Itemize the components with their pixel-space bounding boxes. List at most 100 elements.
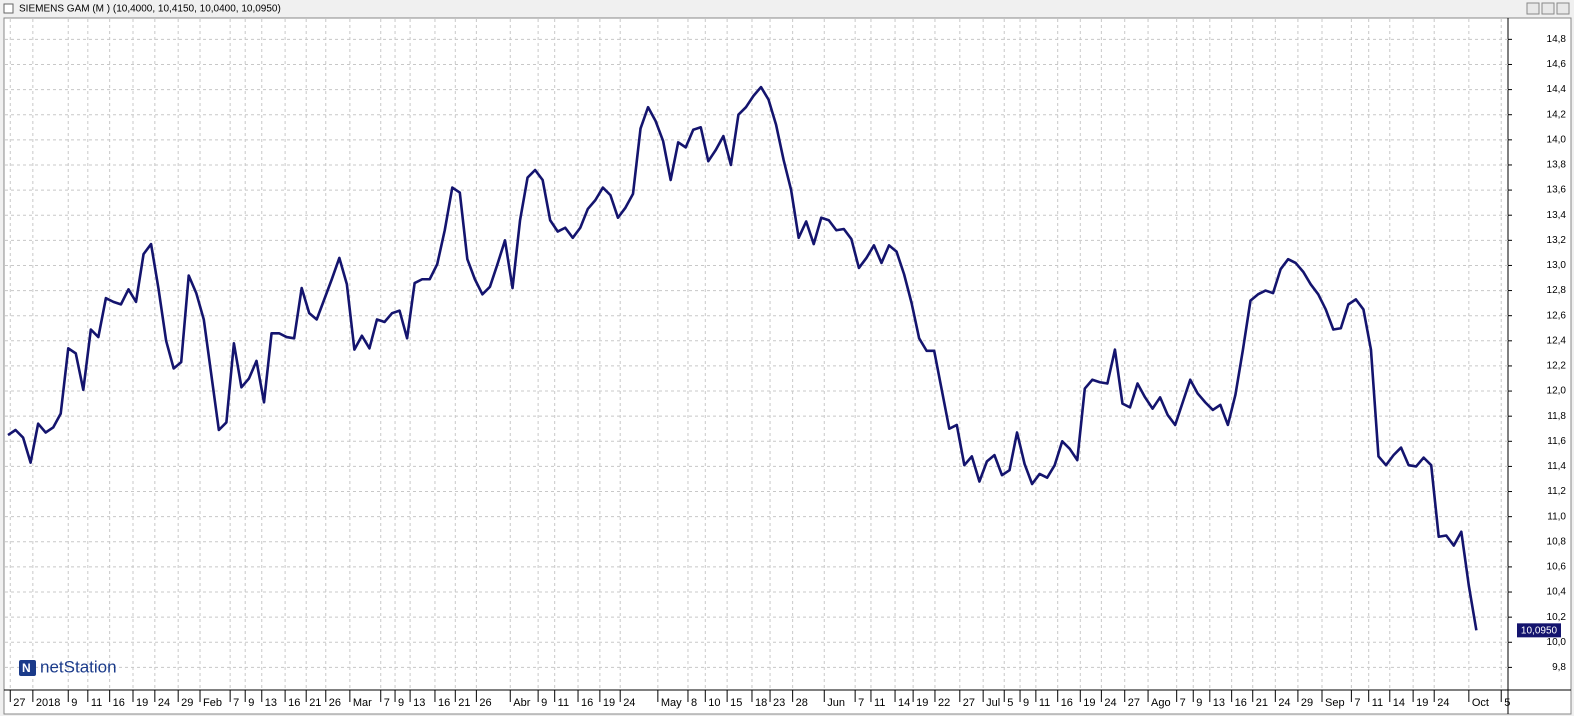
x-tick-label: May bbox=[661, 697, 682, 709]
x-tick-label: 9 bbox=[1196, 697, 1202, 709]
x-tick-label: 24 bbox=[1278, 697, 1290, 709]
y-tick-label: 13,8 bbox=[1547, 160, 1567, 171]
x-tick-label: 24 bbox=[1437, 697, 1449, 709]
window-icon[interactable] bbox=[3, 3, 14, 14]
title-bar bbox=[0, 0, 1574, 17]
x-tick-label: Jun bbox=[827, 697, 845, 709]
x-tick-label: 21 bbox=[309, 697, 321, 709]
x-tick-label: 22 bbox=[938, 697, 950, 709]
x-tick-label: 2018 bbox=[36, 697, 60, 709]
minimize-button[interactable] bbox=[1526, 2, 1540, 15]
y-tick-label: 12,2 bbox=[1547, 361, 1567, 372]
y-tick-label: 14,6 bbox=[1547, 59, 1567, 70]
x-tick-label: Oct bbox=[1472, 697, 1489, 709]
x-tick-label: 16 bbox=[1235, 697, 1247, 709]
x-tick-label: 9 bbox=[1023, 697, 1029, 709]
x-tick-label: 15 bbox=[730, 697, 742, 709]
x-tick-label: 11 bbox=[1039, 697, 1050, 709]
logo-icon bbox=[19, 660, 36, 676]
x-tick-label: 8 bbox=[691, 697, 697, 709]
y-tick-label: 13,2 bbox=[1547, 235, 1567, 246]
x-tick-label: 28 bbox=[796, 697, 808, 709]
y-tick-label: 9,8 bbox=[1552, 662, 1566, 673]
y-tick-label: 10,2 bbox=[1547, 612, 1567, 623]
x-tick-label: 10 bbox=[708, 697, 720, 709]
x-tick-label: 9 bbox=[248, 697, 254, 709]
x-tick-label: 16 bbox=[113, 697, 125, 709]
y-tick-label: 14,2 bbox=[1547, 109, 1567, 120]
x-tick-label: 29 bbox=[1301, 697, 1313, 709]
x-tick-label: 9 bbox=[71, 697, 77, 709]
y-tick-label: 12,6 bbox=[1547, 310, 1567, 321]
x-tick-label: 7 bbox=[1354, 697, 1360, 709]
x-tick-label: 7 bbox=[858, 697, 864, 709]
y-tick-label: 13,0 bbox=[1547, 260, 1567, 271]
maximize-button[interactable] bbox=[1541, 2, 1555, 15]
x-tick-label: 14 bbox=[898, 697, 910, 709]
x-tick-label: 27 bbox=[963, 697, 975, 709]
x-tick-label: 21 bbox=[1256, 697, 1268, 709]
x-tick-label: 19 bbox=[916, 697, 928, 709]
x-tick-label: Mar bbox=[353, 697, 372, 709]
x-tick-label: 11 bbox=[874, 697, 885, 709]
x-tick-label: 26 bbox=[479, 697, 491, 709]
logo-mark: N bbox=[22, 661, 31, 675]
close-button[interactable] bbox=[1556, 2, 1570, 15]
x-tick-label: 7 bbox=[384, 697, 390, 709]
logo-text: netStation bbox=[40, 657, 117, 676]
x-tick-label: 9 bbox=[398, 697, 404, 709]
x-tick-label: Feb bbox=[203, 697, 222, 709]
x-tick-label: 24 bbox=[1104, 697, 1116, 709]
y-tick-label: 14,8 bbox=[1547, 34, 1567, 45]
x-tick-label: 27 bbox=[13, 697, 25, 709]
x-tick-label: Jul bbox=[986, 697, 1000, 709]
y-tick-label: 14,0 bbox=[1547, 134, 1567, 145]
y-tick-label: 12,8 bbox=[1547, 285, 1567, 296]
x-tick-label: 23 bbox=[773, 697, 785, 709]
y-tick-label: 12,0 bbox=[1547, 386, 1567, 397]
x-tick-label: 27 bbox=[1128, 697, 1140, 709]
y-tick-label: 10,8 bbox=[1547, 536, 1567, 547]
x-tick-label: 16 bbox=[438, 697, 450, 709]
x-tick-label: 19 bbox=[1083, 697, 1095, 709]
x-tick-label: Sep bbox=[1325, 697, 1345, 709]
x-tick-label: 9 bbox=[541, 697, 547, 709]
x-tick-label: 26 bbox=[329, 697, 341, 709]
x-tick-label: 24 bbox=[623, 697, 635, 709]
x-tick-label: 7 bbox=[233, 697, 239, 709]
x-tick-label: 21 bbox=[458, 697, 470, 709]
x-tick-label: 24 bbox=[158, 697, 170, 709]
y-tick-label: 10,0 bbox=[1547, 637, 1567, 648]
logo: N netStation bbox=[19, 657, 117, 676]
y-tick-label: 13,6 bbox=[1547, 185, 1567, 196]
window-title: SIEMENS GAM (M ) (10,4000, 10,4150, 10,0… bbox=[19, 4, 281, 15]
y-tick-label: 11,2 bbox=[1547, 486, 1566, 497]
x-tick-label: 11 bbox=[1372, 697, 1383, 709]
x-tick-label: Ago bbox=[1151, 697, 1171, 709]
y-tick-label: 10,4 bbox=[1547, 587, 1567, 598]
price-line bbox=[7, 85, 1478, 631]
x-tick-label: 13 bbox=[265, 697, 277, 709]
x-tick-label: 16 bbox=[581, 697, 593, 709]
x-tick-label: 29 bbox=[181, 697, 193, 709]
x-tick-label: Abr bbox=[513, 697, 530, 709]
x-tick-label: 14 bbox=[1393, 697, 1405, 709]
y-tick-label: 11,4 bbox=[1547, 461, 1566, 472]
y-tick-label: 11,6 bbox=[1547, 436, 1566, 447]
y-tick-label: 13,4 bbox=[1547, 210, 1567, 221]
x-tick-label: 19 bbox=[1416, 697, 1428, 709]
x-tick-label: 13 bbox=[1213, 697, 1225, 709]
x-tick-label: 18 bbox=[755, 697, 767, 709]
y-tick-label: 12,4 bbox=[1547, 335, 1567, 346]
x-tick-label: 13 bbox=[413, 697, 425, 709]
last-value-box bbox=[1517, 623, 1561, 638]
x-tick-label: 5 bbox=[1504, 697, 1510, 709]
x-tick-label: 19 bbox=[136, 697, 148, 709]
x-tick-label: 11 bbox=[558, 697, 569, 709]
x-tick-label: 16 bbox=[288, 697, 300, 709]
last-value-label: 10,0950 bbox=[1521, 625, 1558, 636]
x-tick-label: 7 bbox=[1180, 697, 1186, 709]
y-tick-label: 10,6 bbox=[1547, 562, 1567, 573]
